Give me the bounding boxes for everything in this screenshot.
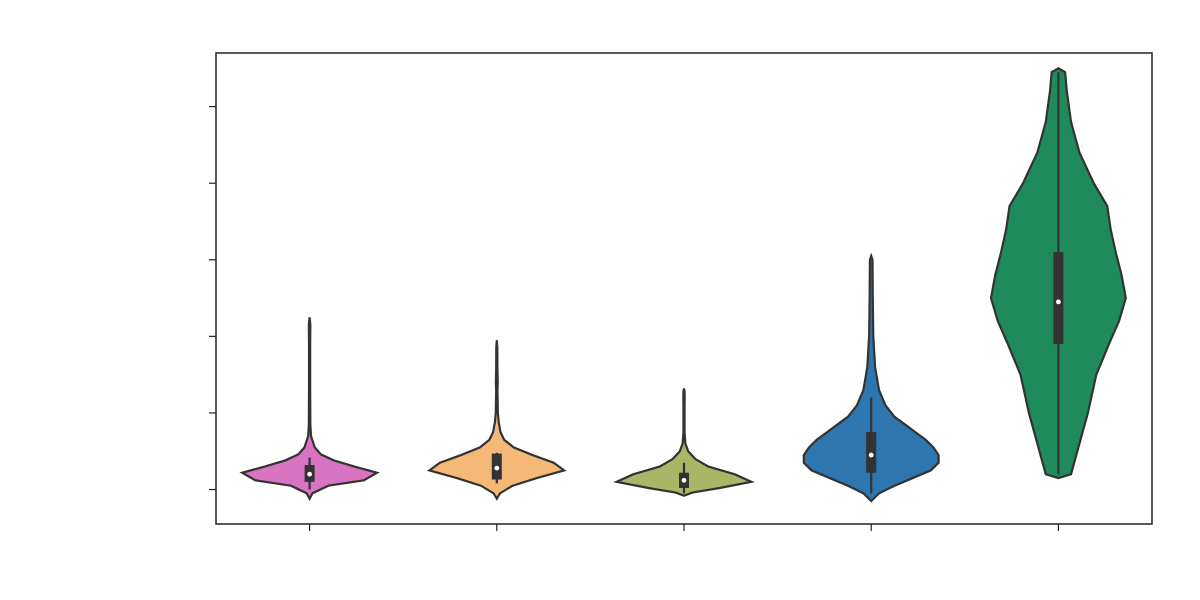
violin-body [802,252,940,503]
violin-body [239,317,380,502]
violin-group [239,317,380,502]
violin-median-dot [307,471,312,477]
violin-body [426,340,567,501]
violin-body [613,388,755,497]
violin-group [802,252,940,503]
violin-iqr-box [1053,252,1064,345]
violin-median-dot [494,465,500,471]
y-axis-ticks [209,106,216,491]
violins-layer [239,67,1127,503]
violin-iqr-box [866,432,877,473]
violin-group [426,340,567,501]
violin-median-dot [681,477,687,483]
x-axis-ticks [309,524,1060,531]
violin-median-dot [1056,299,1061,305]
violin-median-dot [868,452,874,458]
violin-group [989,67,1127,480]
violin-group [613,388,755,497]
